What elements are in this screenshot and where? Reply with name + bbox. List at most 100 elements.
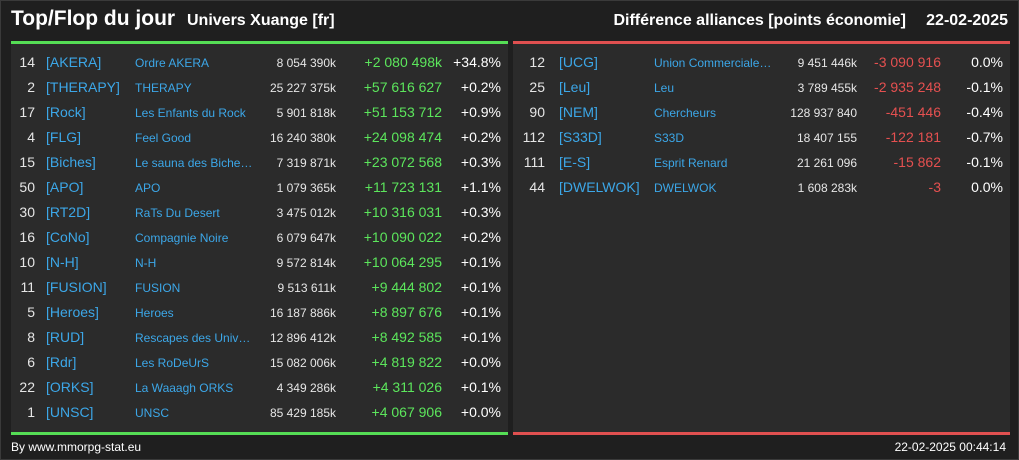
list-item: 10 [N-H] N-H 9 572 814k +10 064 295 +0.1% xyxy=(11,250,508,275)
points-difference: -2 935 248 xyxy=(874,79,941,95)
list-item: 2 [THERAPY] THERAPY 25 227 375k +57 616 627 +… xyxy=(11,75,508,100)
points-difference: +8 897 676 xyxy=(371,304,442,320)
alliance-name-link[interactable]: Feel Good xyxy=(135,131,192,145)
alliance-name-link[interactable]: Chercheurs xyxy=(654,106,717,120)
alliance-name-link[interactable]: Heroes xyxy=(135,306,174,320)
universe-label: Univers Xuange [fr] xyxy=(187,12,335,29)
percent-change: +0.1% xyxy=(460,304,501,320)
top-list: 14 [AKERA] Ordre AKERA 8 054 390k +2 080 498… xyxy=(11,50,508,425)
alliance-name-link[interactable]: Les Enfants du Rock xyxy=(135,106,246,120)
percent-change: +0.9% xyxy=(460,104,501,120)
alliance-tag-link[interactable]: [S33D] xyxy=(559,129,602,145)
list-item: 1 [UNSC] UNSC 85 429 185k +4 067 906 +0.0% xyxy=(11,400,508,425)
list-item: 14 [AKERA] Ordre AKERA 8 054 390k +2 080 498… xyxy=(11,50,508,75)
alliance-name-link[interactable]: Les RoDeUrS xyxy=(135,356,210,370)
alliance-tag-link[interactable]: [FLG] xyxy=(46,129,82,145)
alliance-tag-link[interactable]: [Biches] xyxy=(46,154,96,170)
alliance-name-link[interactable]: RaTs Du Desert xyxy=(135,206,220,220)
alliance-name-link[interactable]: Leu xyxy=(654,81,675,95)
economy-points: 9 572 814k xyxy=(276,256,336,270)
economy-points: 128 937 840 xyxy=(790,106,857,120)
flop-list: 12 [UCG] Union Commerciale… 9 451 446k -3 09… xyxy=(513,50,1010,200)
points-difference: +10 090 022 xyxy=(363,229,442,245)
percent-change: +1.1% xyxy=(460,179,501,195)
alliance-tag-link[interactable]: [RT2D] xyxy=(46,204,91,220)
economy-points: 3 789 455k xyxy=(797,81,857,95)
economy-points: 21 261 096 xyxy=(796,156,857,170)
economy-points: 16 240 380k xyxy=(269,131,336,145)
economy-points: 25 227 375k xyxy=(269,81,336,95)
alliance-name-link[interactable]: Rescapes des Univ… xyxy=(135,331,251,345)
list-item: 8 [RUD] Rescapes des Univ… 12 896 412k +8 49… xyxy=(11,325,508,350)
list-item: 90 [NEM] Chercheurs 128 937 840 -451 446 -0.4… xyxy=(513,100,1010,125)
alliance-tag-link[interactable]: [UCG] xyxy=(559,54,598,70)
source-credit: By www.mmorpg-stat.eu xyxy=(11,440,142,454)
list-item: 12 [UCG] Union Commerciale… 9 451 446k -3 09… xyxy=(513,50,1010,75)
alliance-name-link[interactable]: THERAPY xyxy=(135,81,192,95)
alliance-name-link[interactable]: Union Commerciale… xyxy=(654,56,772,70)
economy-points: 5 901 818k xyxy=(276,106,336,120)
alliance-tag-link[interactable]: [RUD] xyxy=(46,329,85,345)
alliance-tag-link[interactable]: [N-H] xyxy=(46,254,79,270)
list-item: 4 [FLG] Feel Good 16 240 380k +24 098 474 +0.… xyxy=(11,125,508,150)
economy-points: 1 079 365k xyxy=(276,181,336,195)
metric-label: Différence alliances [points économie] xyxy=(613,12,906,29)
alliance-name-link[interactable]: S33D xyxy=(654,131,685,145)
alliance-rank: 50 xyxy=(19,179,35,195)
alliance-rank: 30 xyxy=(19,204,35,220)
economy-points: 8 054 390k xyxy=(276,56,336,70)
alliance-tag-link[interactable]: [NEM] xyxy=(559,104,598,120)
alliance-name-link[interactable]: La Waaagh ORKS xyxy=(135,381,234,395)
alliance-rank: 17 xyxy=(19,104,35,120)
list-item: 30 [RT2D] RaTs Du Desert 3 475 012k +10 316 … xyxy=(11,200,508,225)
points-difference: +4 311 026 xyxy=(372,379,442,395)
page-title: Top/Flop du jour xyxy=(11,7,176,30)
points-difference: +4 819 822 xyxy=(371,354,442,370)
alliance-name-link[interactable]: Compagnie Noire xyxy=(135,231,229,245)
points-difference: +51 153 712 xyxy=(363,104,442,120)
alliance-tag-link[interactable]: [APO] xyxy=(46,179,84,195)
alliance-tag-link[interactable]: [THERAPY] xyxy=(46,79,120,95)
alliance-tag-link[interactable]: [UNSC] xyxy=(46,404,94,420)
alliance-tag-link[interactable]: [Rock] xyxy=(46,104,86,120)
percent-change: +0.3% xyxy=(460,154,501,170)
alliance-tag-link[interactable]: [CoNo] xyxy=(46,229,90,245)
percent-change: +0.0% xyxy=(460,404,501,420)
list-item: 6 [Rdr] Les RoDeUrS 15 082 006k +4 819 822 +0… xyxy=(11,350,508,375)
economy-points: 9 513 611k xyxy=(277,281,337,295)
alliance-tag-link[interactable]: [AKERA] xyxy=(46,54,102,70)
alliance-tag-link[interactable]: [DWELWOK] xyxy=(559,179,640,195)
alliance-name-link[interactable]: Esprit Renard xyxy=(654,156,728,170)
alliance-rank: 6 xyxy=(27,354,35,370)
alliance-rank: 16 xyxy=(19,229,35,245)
alliance-name-link[interactable]: Le sauna des Biche… xyxy=(135,156,253,170)
alliance-tag-link[interactable]: [Rdr] xyxy=(46,354,77,370)
points-difference: +57 616 627 xyxy=(363,79,442,95)
list-item: 25 [Leu] Leu 3 789 455k -2 935 248 -0.1% xyxy=(513,75,1010,100)
alliance-tag-link[interactable]: [Leu] xyxy=(559,79,591,95)
list-item: 5 [Heroes] Heroes 16 187 886k +8 897 676 +0.1… xyxy=(11,300,508,325)
alliance-tag-link[interactable]: [ORKS] xyxy=(46,379,94,395)
percent-change: -0.1% xyxy=(966,79,1003,95)
header: Top/Flop du jour Univers Xuange [fr] Dif… xyxy=(1,1,1019,39)
alliance-name-link[interactable]: UNSC xyxy=(135,406,170,420)
alliance-rank: 5 xyxy=(27,304,35,320)
alliance-tag-link[interactable]: [Heroes] xyxy=(46,304,99,320)
percent-change: +0.3% xyxy=(460,204,501,220)
alliance-tag-link[interactable]: [E-S] xyxy=(559,154,591,170)
alliance-name-link[interactable]: DWELWOK xyxy=(654,181,717,195)
economy-points: 9 451 446k xyxy=(797,56,857,70)
points-difference: -15 862 xyxy=(893,154,941,170)
alliance-name-link[interactable]: FUSION xyxy=(135,281,181,295)
alliance-tag-link[interactable]: [FUSION] xyxy=(46,279,107,295)
alliance-name-link[interactable]: Ordre AKERA xyxy=(135,56,210,70)
percent-change: +0.1% xyxy=(460,329,501,345)
alliance-rank: 14 xyxy=(19,54,35,70)
points-difference: +8 492 585 xyxy=(371,329,442,345)
alliance-rank: 44 xyxy=(529,179,545,195)
alliance-name-link[interactable]: APO xyxy=(135,181,161,195)
alliance-name-link[interactable]: N-H xyxy=(135,256,157,270)
economy-points: 3 475 012k xyxy=(276,206,336,220)
points-difference: +2 080 498k xyxy=(364,54,442,70)
